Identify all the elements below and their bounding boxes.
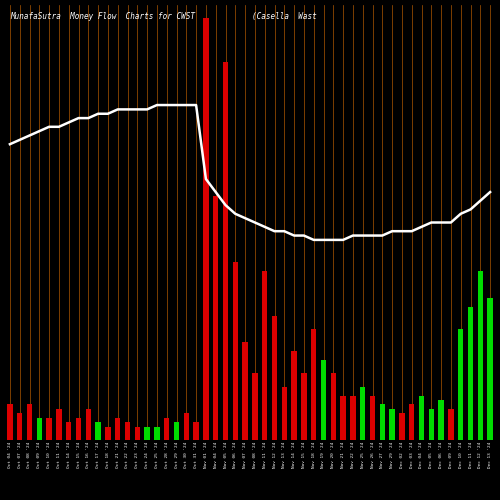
Bar [428,409,434,440]
Bar [419,396,424,440]
Bar [134,426,140,440]
Bar [262,271,268,440]
Bar [125,422,130,440]
Bar [96,422,101,440]
Bar [164,418,170,440]
Bar [311,329,316,440]
Text: MunafaSutra  Money Flow  Charts for CWST: MunafaSutra Money Flow Charts for CWST [10,12,195,20]
Bar [27,404,32,440]
Bar [438,400,444,440]
Bar [174,422,179,440]
Bar [272,316,277,440]
Bar [242,342,248,440]
Bar [330,374,336,440]
Bar [292,351,297,440]
Bar [380,404,385,440]
Bar [76,418,81,440]
Bar [194,422,199,440]
Bar [232,262,238,440]
Bar [321,360,326,440]
Bar [223,62,228,440]
Bar [252,374,258,440]
Bar [340,396,346,440]
Bar [86,409,91,440]
Text: (Casella  Wast: (Casella Wast [252,12,317,20]
Bar [409,404,414,440]
Bar [301,374,306,440]
Bar [36,418,42,440]
Bar [370,396,375,440]
Bar [144,426,150,440]
Bar [350,396,356,440]
Bar [468,307,473,440]
Bar [448,409,454,440]
Bar [203,18,208,440]
Bar [399,414,404,440]
Bar [7,404,12,440]
Bar [66,422,71,440]
Bar [17,414,22,440]
Bar [184,414,189,440]
Bar [360,386,366,440]
Bar [478,271,483,440]
Bar [390,409,395,440]
Bar [56,409,62,440]
Bar [213,196,218,440]
Bar [105,426,110,440]
Bar [488,298,493,440]
Bar [115,418,120,440]
Bar [154,426,160,440]
Bar [282,386,287,440]
Bar [458,329,464,440]
Bar [46,418,52,440]
